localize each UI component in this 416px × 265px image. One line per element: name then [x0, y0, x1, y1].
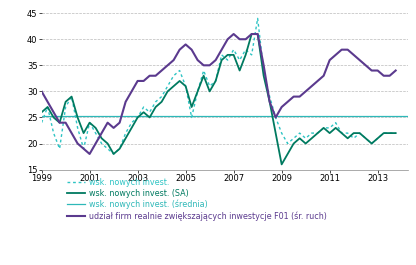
- Legend: wsk. nowych invest., wsk. nowych invest. (SA), wsk. nowych invest. (średnia), ud: wsk. nowych invest., wsk. nowych invest.…: [64, 174, 330, 224]
